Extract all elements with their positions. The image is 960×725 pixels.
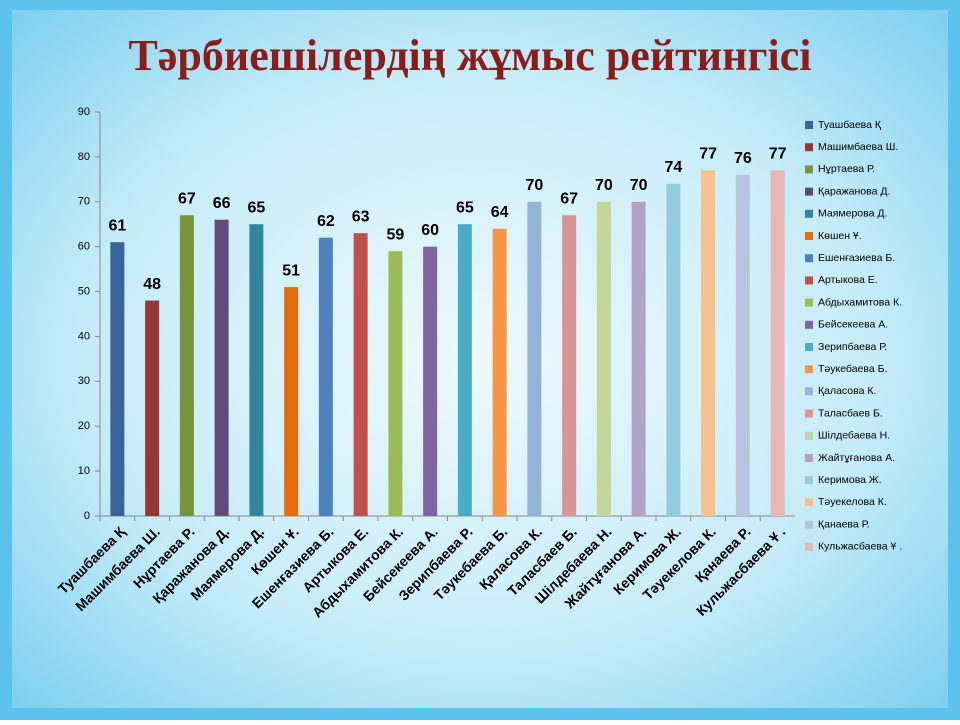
legend-label: Қанаева Р. bbox=[818, 518, 870, 530]
legend-swatch bbox=[805, 343, 813, 351]
chart-title: Тәрбиешілердің жұмыс рейтингісі bbox=[129, 31, 812, 80]
legend-swatch bbox=[805, 143, 813, 152]
bar bbox=[249, 224, 264, 516]
legend-swatch bbox=[805, 276, 813, 285]
y-tick-label: 0 bbox=[84, 510, 90, 522]
bar bbox=[596, 201, 611, 516]
y-tick-label: 90 bbox=[78, 106, 90, 118]
bar bbox=[666, 183, 681, 517]
legend-swatch bbox=[805, 187, 813, 196]
legend-swatch bbox=[805, 232, 813, 240]
legend-label: Абдыхамитова К. bbox=[818, 296, 902, 308]
bar bbox=[735, 174, 750, 516]
bar bbox=[423, 246, 438, 516]
bar bbox=[492, 228, 507, 516]
bar bbox=[701, 170, 716, 516]
legend-swatch bbox=[805, 542, 813, 551]
legend-label: Тәукебаева Б. bbox=[818, 363, 887, 375]
legend-swatch bbox=[805, 476, 813, 485]
legend-label: Тәуекелова К. bbox=[818, 496, 887, 508]
legend-label: Нұртаева Р. bbox=[818, 163, 875, 175]
legend-swatch bbox=[805, 409, 813, 418]
data-label: 64 bbox=[491, 204, 509, 221]
data-label: 76 bbox=[734, 150, 752, 167]
data-label: 65 bbox=[456, 199, 474, 216]
y-tick-label: 60 bbox=[78, 241, 90, 253]
legend-swatch bbox=[805, 520, 813, 529]
y-tick-label: 40 bbox=[78, 330, 90, 342]
data-label: 67 bbox=[560, 190, 578, 207]
bar bbox=[388, 251, 403, 516]
y-tick-label: 10 bbox=[78, 465, 90, 477]
legend-swatch bbox=[805, 254, 813, 263]
legend-swatch bbox=[805, 498, 813, 507]
legend-label: Жайтұғанова А. bbox=[818, 452, 895, 464]
y-tick-label: 50 bbox=[78, 285, 90, 297]
data-label: 48 bbox=[143, 276, 161, 293]
data-label: 77 bbox=[769, 146, 787, 163]
bar bbox=[457, 224, 472, 516]
data-label: 74 bbox=[664, 159, 682, 176]
legend-swatch bbox=[805, 431, 813, 440]
legend-label: Кульжасбаева Ұ . bbox=[818, 541, 902, 553]
bar bbox=[318, 237, 333, 516]
data-label: 63 bbox=[352, 208, 370, 225]
data-label: 65 bbox=[247, 199, 265, 216]
legend-swatch bbox=[805, 121, 813, 129]
y-tick-label: 20 bbox=[78, 420, 90, 432]
data-label: 61 bbox=[108, 217, 126, 234]
data-label: 51 bbox=[282, 262, 300, 279]
legend-label: Бейсекеева А. bbox=[818, 319, 888, 331]
data-label: 70 bbox=[595, 177, 613, 194]
legend-label: Ешенғазиева Б. bbox=[818, 252, 895, 264]
legend-swatch bbox=[805, 365, 813, 374]
data-label: 70 bbox=[525, 177, 543, 194]
legend-swatch bbox=[805, 209, 813, 218]
legend-label: Артыкова Е. bbox=[818, 274, 878, 286]
legend-label: Туашбаева Қ bbox=[818, 119, 882, 131]
bar bbox=[527, 201, 542, 516]
bar bbox=[179, 215, 194, 516]
bar bbox=[145, 300, 160, 516]
bar bbox=[562, 215, 577, 516]
data-label: 70 bbox=[630, 177, 648, 194]
y-tick-label: 30 bbox=[78, 375, 90, 387]
legend-label: Керимова Ж. bbox=[818, 474, 882, 486]
legend-label: Зерипбаева Р. bbox=[818, 341, 887, 353]
legend-label: Көшен Ұ. bbox=[818, 230, 862, 242]
background bbox=[12, 10, 948, 708]
data-label: 62 bbox=[317, 213, 335, 230]
bar bbox=[770, 170, 785, 516]
legend-swatch bbox=[805, 165, 813, 174]
data-label: 66 bbox=[213, 195, 231, 212]
legend-label: Маямерова Д. bbox=[818, 208, 887, 220]
legend-swatch bbox=[805, 298, 813, 307]
bar bbox=[110, 242, 125, 516]
y-tick-label: 80 bbox=[78, 151, 90, 163]
legend-label: Таласбаев Б. bbox=[818, 407, 883, 419]
legend-label: Шілдебаева Н. bbox=[818, 430, 890, 442]
bar bbox=[353, 233, 368, 516]
y-tick-label: 70 bbox=[78, 196, 90, 208]
legend-swatch bbox=[805, 454, 813, 462]
legend-label: Қаражанова Д. bbox=[818, 185, 890, 197]
legend-label: Машимбаева Ш. bbox=[818, 141, 898, 153]
data-label: 59 bbox=[386, 226, 404, 243]
legend-label: Қаласова К. bbox=[818, 385, 876, 397]
data-label: 60 bbox=[421, 222, 439, 239]
legend-swatch bbox=[805, 320, 813, 329]
bar bbox=[284, 287, 299, 516]
bar bbox=[631, 201, 646, 516]
data-label: 67 bbox=[178, 190, 196, 207]
legend-swatch bbox=[805, 387, 813, 396]
bar bbox=[214, 219, 229, 516]
data-label: 77 bbox=[699, 146, 717, 163]
